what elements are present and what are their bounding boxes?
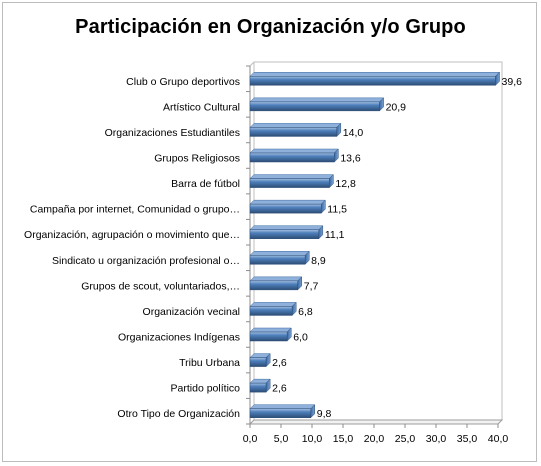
- category-label: Artístico Cultural: [163, 101, 240, 113]
- bar-top-face: [249, 97, 385, 103]
- bar-end-cap: [318, 225, 324, 240]
- bar: [249, 250, 310, 265]
- data-label: 11,5: [327, 204, 347, 216]
- bar-end-cap: [286, 327, 292, 342]
- plot-back-wall: [249, 61, 503, 424]
- bar-front-face: [249, 382, 267, 393]
- bar-top-face: [249, 276, 303, 282]
- bar-front-face: [249, 229, 320, 239]
- category-label: Organizaciones Estudiantiles: [105, 127, 240, 139]
- x-tick-label: 40,0: [488, 433, 509, 445]
- bar-end-cap: [329, 173, 334, 189]
- bar: [249, 327, 292, 342]
- data-label: 6,8: [298, 306, 313, 318]
- bar-end-cap: [495, 71, 500, 86]
- bar-front-face: [249, 280, 298, 291]
- data-label: 20,9: [386, 101, 407, 113]
- bar-front-face: [249, 152, 335, 163]
- x-tick-label: 5,0: [274, 433, 289, 445]
- bar: [249, 276, 303, 291]
- category-label: Partido político: [171, 383, 241, 395]
- category-label: Sindicato u organización profesional o…: [52, 255, 240, 267]
- category-label: Organización vecinal: [143, 306, 240, 318]
- bar: [249, 301, 297, 317]
- bar-end-cap: [265, 378, 271, 393]
- bar-end-cap: [379, 97, 384, 112]
- category-label: Campaña por internet, Comunidad o grupo…: [30, 204, 240, 216]
- bar-front-face: [249, 357, 267, 367]
- bar-end-cap: [321, 199, 326, 214]
- bar-top-face: [249, 225, 324, 230]
- bar: [249, 97, 385, 112]
- bar: [249, 352, 271, 368]
- data-label: 6,0: [293, 332, 308, 344]
- bar-front-face: [249, 331, 288, 342]
- chart-axes: [246, 61, 504, 428]
- data-label: 12,8: [335, 178, 356, 190]
- bar: [249, 71, 501, 86]
- bar-front-face: [249, 203, 322, 214]
- x-tick-label: 30,0: [426, 433, 447, 445]
- category-label: Tribu Urbana: [179, 357, 240, 369]
- bar-top-face: [249, 174, 334, 179]
- bar-end-cap: [334, 148, 339, 163]
- bar-top-face: [249, 251, 310, 256]
- x-tick-label: 0,0: [243, 433, 258, 445]
- bar: [249, 378, 271, 393]
- x-tick-label: 35,0: [457, 433, 478, 445]
- bar: [249, 148, 339, 163]
- plot-floor: [248, 419, 504, 425]
- category-label: Organización, agrupación o movimiento qu…: [24, 229, 240, 241]
- bar-front-face: [249, 306, 293, 316]
- category-label: Club o Grupo deportivos: [126, 76, 240, 88]
- bar-top-face: [249, 148, 339, 154]
- bar-front-face: [249, 255, 306, 265]
- category-label: Barra de fútbol: [171, 178, 240, 190]
- bar-top-face: [249, 199, 326, 205]
- bar-end-cap: [336, 122, 342, 138]
- bar-end-cap: [310, 404, 316, 419]
- bar-end-cap: [291, 301, 297, 317]
- chart-bars: [249, 71, 501, 419]
- category-label: Grupos Religiosos: [154, 153, 240, 165]
- data-label: 2,6: [272, 357, 287, 369]
- chart-labels: 0,0 5,0 10,0 15,0 20,0 25,0 30,0 35,0 40,0 Club o…: [24, 76, 522, 445]
- bar-front-face: [249, 408, 312, 418]
- bar-top-face: [249, 123, 342, 128]
- data-label: 7,7: [304, 280, 319, 292]
- bar: [249, 122, 342, 138]
- data-label: 39,6: [502, 76, 523, 88]
- category-label: Otro Tipo de Organización: [117, 408, 240, 420]
- bar-top-face: [249, 327, 292, 333]
- bar-end-cap: [304, 250, 310, 265]
- bar-top-face: [249, 302, 297, 307]
- bar-top-face: [249, 72, 501, 77]
- x-tick-label: 15,0: [333, 433, 354, 445]
- data-label: 9,8: [317, 408, 332, 420]
- bar: [249, 173, 334, 189]
- bar: [249, 404, 316, 419]
- data-label: 13,6: [340, 153, 361, 165]
- data-label: 2,6: [272, 383, 287, 395]
- x-tick-label: 25,0: [395, 433, 416, 445]
- data-label: 8,9: [311, 255, 326, 267]
- bar-top-face: [249, 404, 316, 409]
- bar-front-face: [249, 178, 330, 188]
- bar: [249, 199, 326, 214]
- bar-front-face: [249, 127, 338, 137]
- bar-front-face: [249, 76, 496, 86]
- data-label: 14,0: [343, 127, 364, 139]
- bar-end-cap: [265, 352, 271, 368]
- bar: [249, 225, 324, 240]
- x-tick-label: 20,0: [364, 433, 385, 445]
- x-tick-label: 10,0: [302, 433, 323, 445]
- bar-front-face: [249, 101, 380, 112]
- chart-title: Participación en Organización y/o Grupo: [75, 16, 466, 38]
- category-label: Organizaciones Indígenas: [118, 332, 240, 344]
- data-label: 11,1: [325, 229, 345, 241]
- category-label: Grupos de scout, voluntariados,…: [81, 280, 240, 292]
- bar-end-cap: [297, 276, 302, 291]
